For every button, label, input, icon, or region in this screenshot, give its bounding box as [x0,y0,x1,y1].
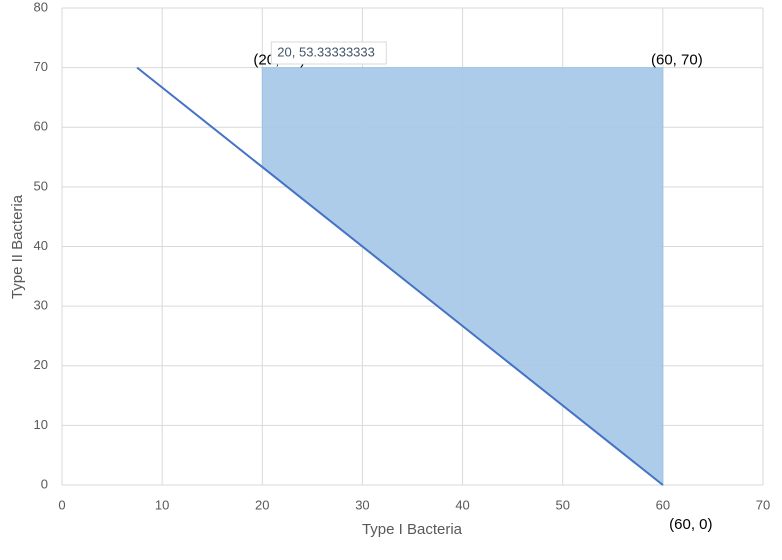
x-tick-label: 60 [656,497,670,512]
point-label: (60, 0) [669,516,712,533]
y-axis-label: Type II Bacteria [9,194,26,299]
x-tick-label: 10 [155,497,169,512]
x-axis-label: Type I Bacteria [362,521,463,538]
y-tick-label: 10 [34,417,48,432]
y-tick-label: 20 [34,357,48,372]
x-tick-label: 0 [58,497,65,512]
x-tick-label: 20 [255,497,269,512]
y-tick-label: 0 [41,476,48,491]
y-tick-label: 70 [34,59,48,74]
line [136,66,664,486]
y-tick-label: 80 [34,0,48,14]
tooltip-box [270,41,387,65]
x-tick-label: 30 [355,497,369,512]
point-label: (60, 70) [651,52,703,69]
x-tick-label: 50 [555,497,569,512]
x-tick-label: 40 [455,497,469,512]
y-tick-label: 30 [34,298,48,313]
x-tick-label: 70 [756,497,770,512]
y-tick-label: 40 [34,238,48,253]
y-tick-label: 60 [34,119,48,134]
point-label: 20, 53.33333333 [277,44,375,59]
y-tick-label: 50 [34,178,48,193]
